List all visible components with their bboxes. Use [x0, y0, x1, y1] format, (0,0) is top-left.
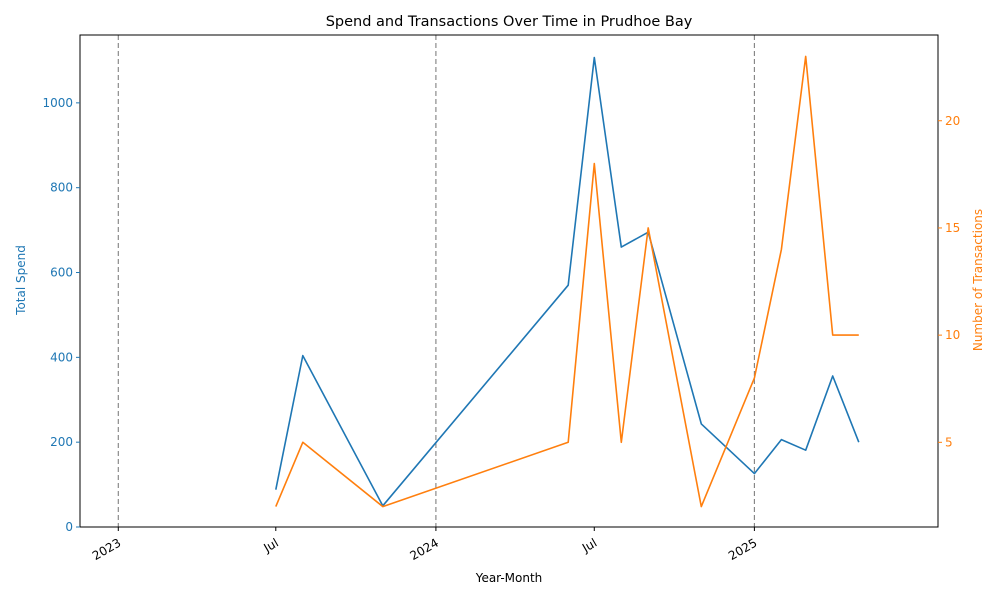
left-y-axis-label: Total Spend — [14, 245, 28, 316]
right-y-tick-label: 5 — [945, 435, 953, 449]
right-y-tick-label: 15 — [945, 221, 960, 235]
x-tick-label: 2023 — [90, 536, 123, 563]
total-spend-line — [275, 56, 860, 507]
x-tick-label: Jul — [260, 536, 280, 556]
right-y-axis-label: Number of Transactions — [971, 209, 985, 351]
x-axis-label: Year-Month — [475, 571, 543, 585]
right-y-tick-label: 20 — [945, 114, 960, 128]
left-y-tick-label: 200 — [50, 435, 73, 449]
x-tick-label: Jul — [579, 536, 599, 556]
x-tick-label: 2024 — [408, 536, 441, 563]
left-y-tick-label: 400 — [50, 350, 73, 364]
left-y-tick-label: 0 — [65, 520, 73, 534]
x-tick-label: 2025 — [726, 536, 759, 563]
transactions-line — [275, 55, 859, 508]
plot-frame — [79, 34, 939, 528]
right-y-tick-label: 10 — [945, 328, 960, 342]
left-y-tick-label: 1000 — [42, 96, 73, 110]
chart-title: Spend and Transactions Over Time in Prud… — [326, 14, 693, 30]
left-y-tick-label: 600 — [50, 266, 73, 280]
plot-area: 0 200 400 600 800 1000 5 10 15 20 2023 Jul 2024 Jul 20… — [42, 34, 960, 563]
left-y-tick-label: 800 — [50, 181, 73, 195]
